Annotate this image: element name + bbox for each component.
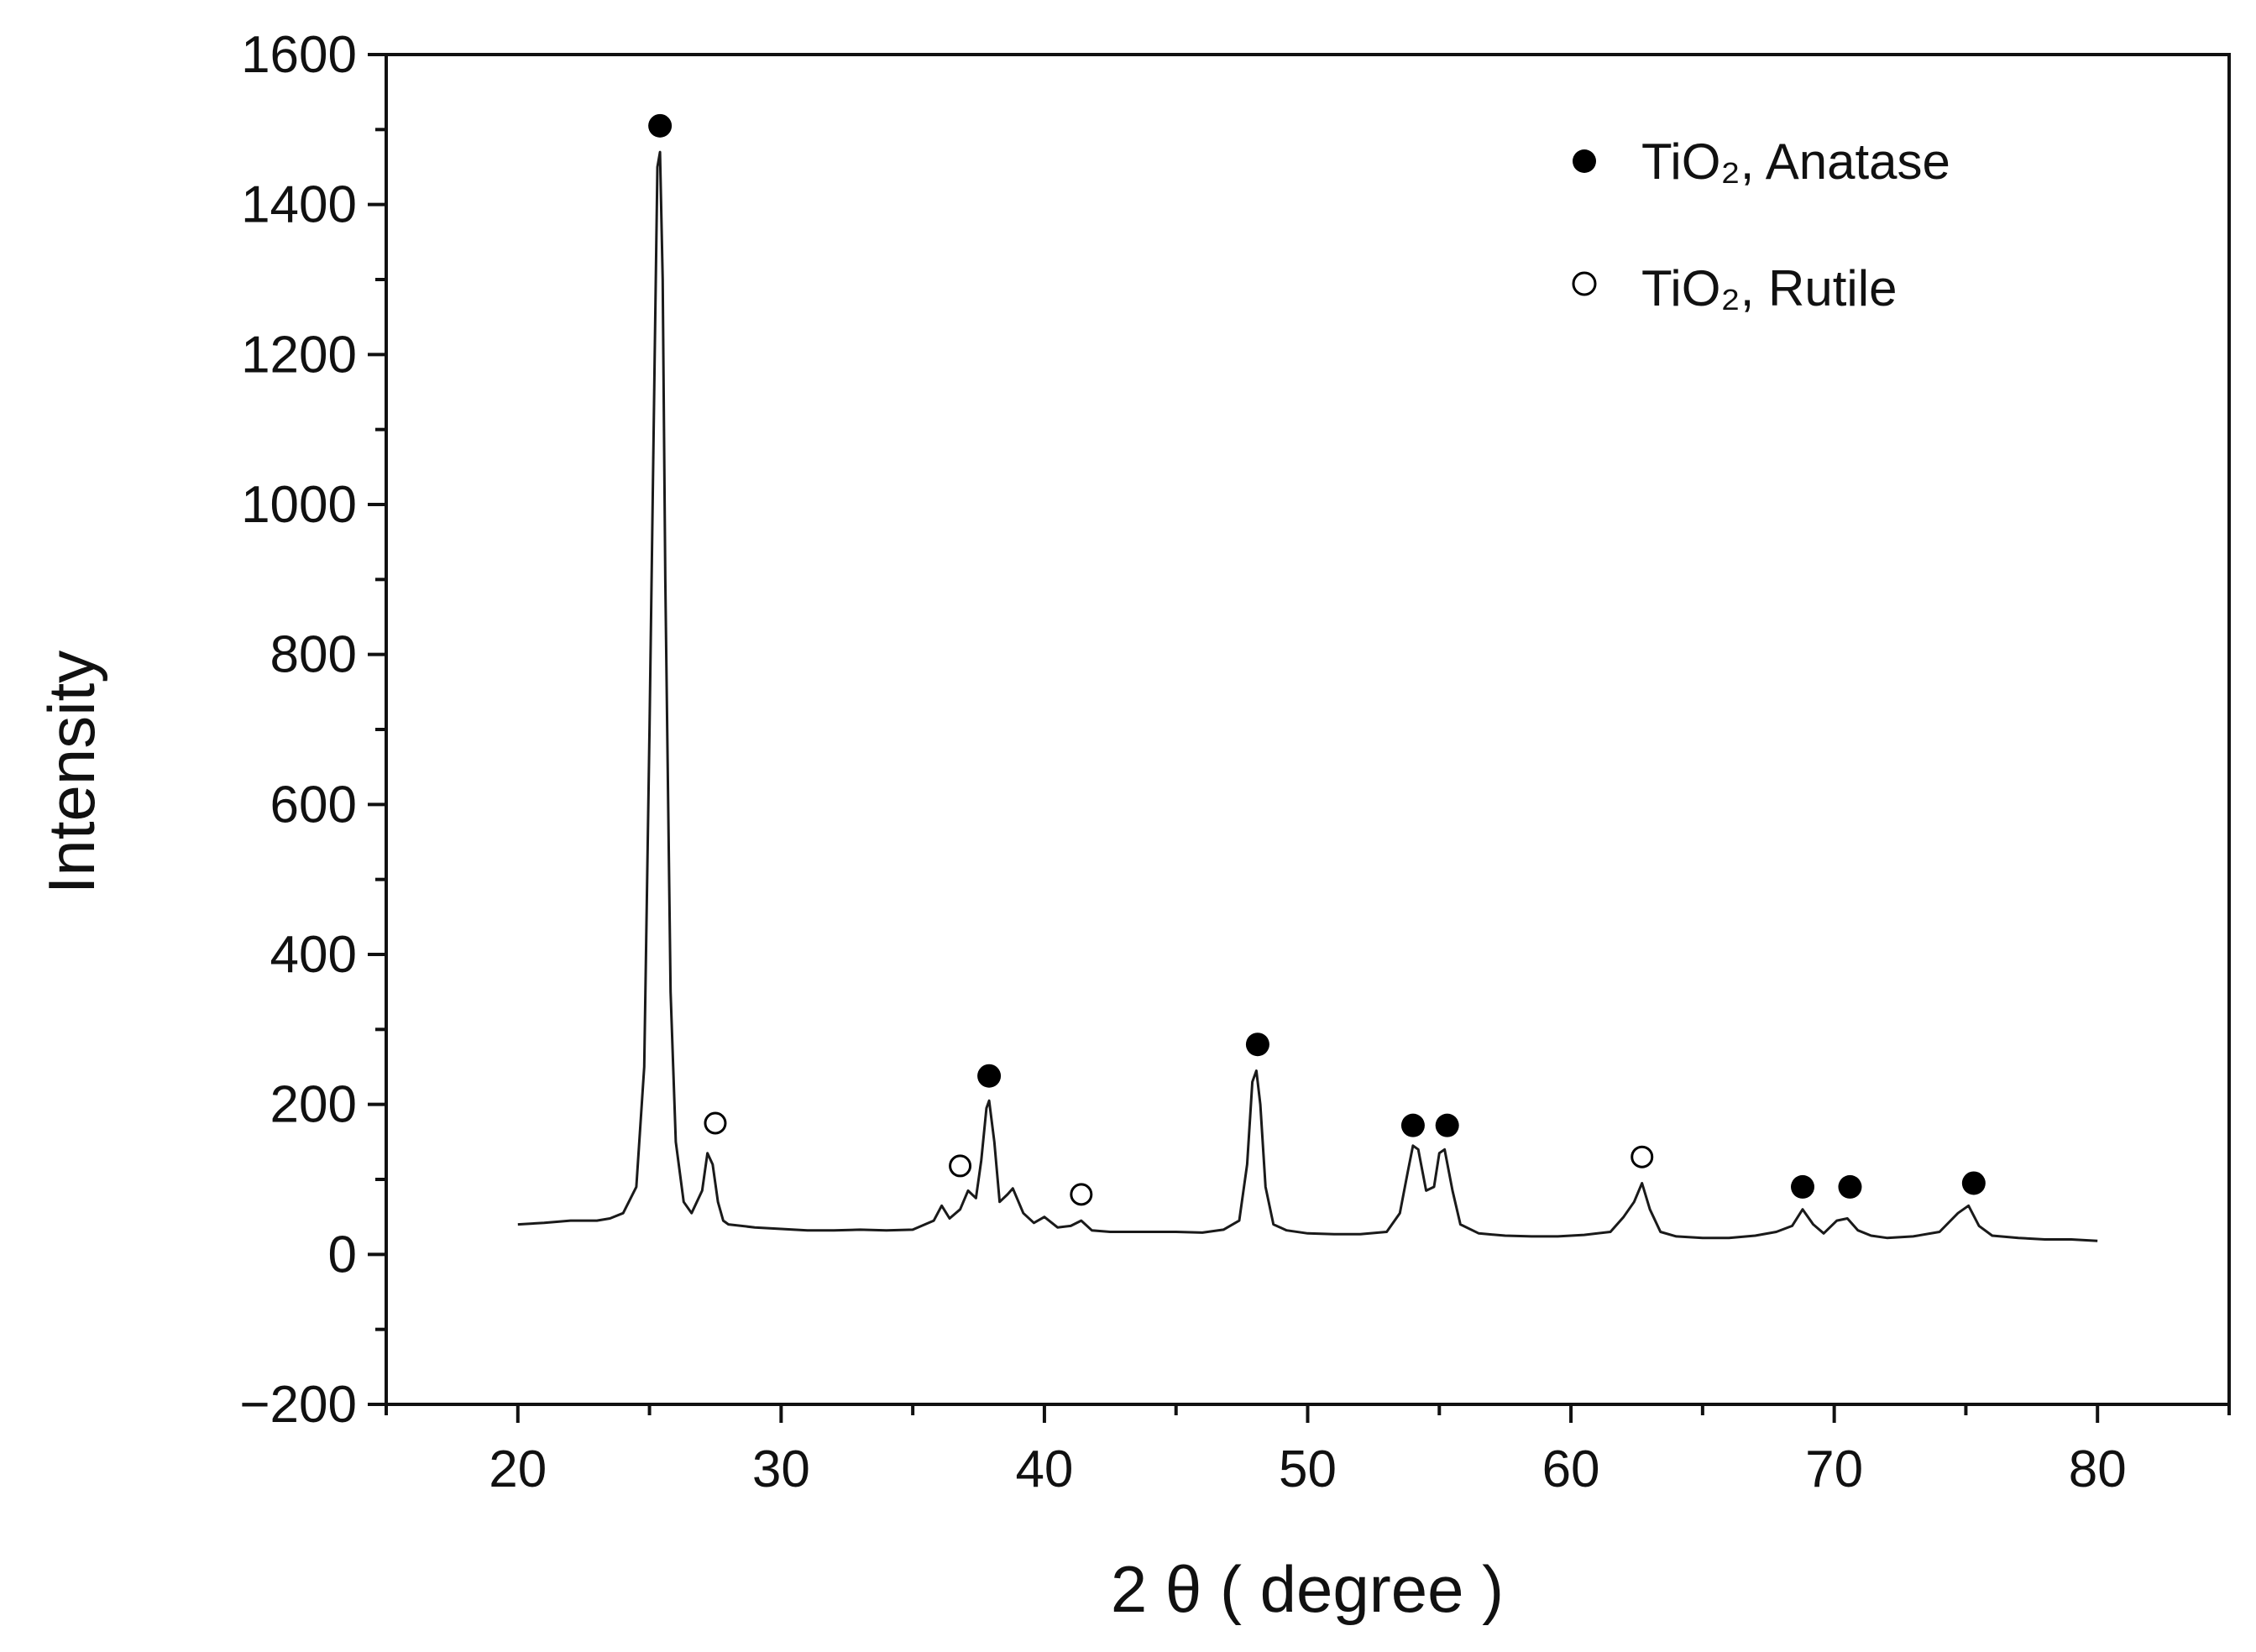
- anatase-peak-marker: [1245, 1032, 1269, 1057]
- y-tick-label: 600: [270, 776, 357, 834]
- anatase-peak-marker: [1838, 1174, 1862, 1199]
- y-tick-label: 1600: [241, 26, 357, 84]
- y-tick-label: 1200: [241, 326, 357, 384]
- y-tick-label: −200: [239, 1376, 357, 1434]
- legend-anatase-marker: [1573, 149, 1596, 173]
- peak-markers: [648, 113, 1986, 1206]
- series-line-0: [517, 150, 2098, 1242]
- anatase-peak-marker: [977, 1064, 1002, 1088]
- x-tick-label: 40: [1015, 1440, 1073, 1498]
- y-tick-label: 800: [270, 626, 357, 684]
- y-tick-label: 1400: [241, 176, 357, 234]
- series-layer: [517, 150, 2098, 1242]
- x-axis-ticks: 20 30 40 50 60 70 80: [385, 1404, 2231, 1498]
- rutile-peak-marker: [949, 1154, 972, 1178]
- x-tick-label: 20: [489, 1440, 547, 1498]
- anatase-peak-marker: [1791, 1174, 1815, 1199]
- rutile-peak-marker: [1070, 1183, 1093, 1206]
- x-tick-label: 50: [1279, 1440, 1337, 1498]
- y-tick-label: 400: [270, 926, 357, 984]
- legend: TiO₂, Anatase TiO₂, Rutile: [1572, 133, 1950, 316]
- x-tick-label: 80: [2069, 1440, 2127, 1498]
- anatase-peak-marker: [648, 113, 673, 138]
- x-tick-label: 60: [1542, 1440, 1600, 1498]
- legend-rutile-marker: [1572, 271, 1597, 296]
- rutile-peak-marker: [1630, 1145, 1654, 1168]
- y-axis-ticks: −200 0 200 400 600 800 1000 1200 1400 1600: [239, 26, 386, 1434]
- x-tick-label: 70: [1805, 1440, 1863, 1498]
- x-axis-title: 2 θ ( degree ): [1111, 1552, 1504, 1626]
- legend-anatase-label: TiO₂, Anatase: [1641, 133, 1950, 190]
- rutile-peak-marker: [704, 1111, 727, 1135]
- anatase-peak-marker: [1961, 1171, 1986, 1195]
- x-tick-label: 30: [752, 1440, 810, 1498]
- y-axis-title: Intensity: [34, 651, 108, 894]
- y-tick-label: 1000: [241, 476, 357, 534]
- y-tick-label: 200: [270, 1076, 357, 1134]
- anatase-peak-marker: [1435, 1113, 1459, 1137]
- legend-rutile-label: TiO₂, Rutile: [1641, 260, 1897, 316]
- y-tick-label: 0: [328, 1226, 357, 1283]
- anatase-peak-marker: [1400, 1113, 1425, 1137]
